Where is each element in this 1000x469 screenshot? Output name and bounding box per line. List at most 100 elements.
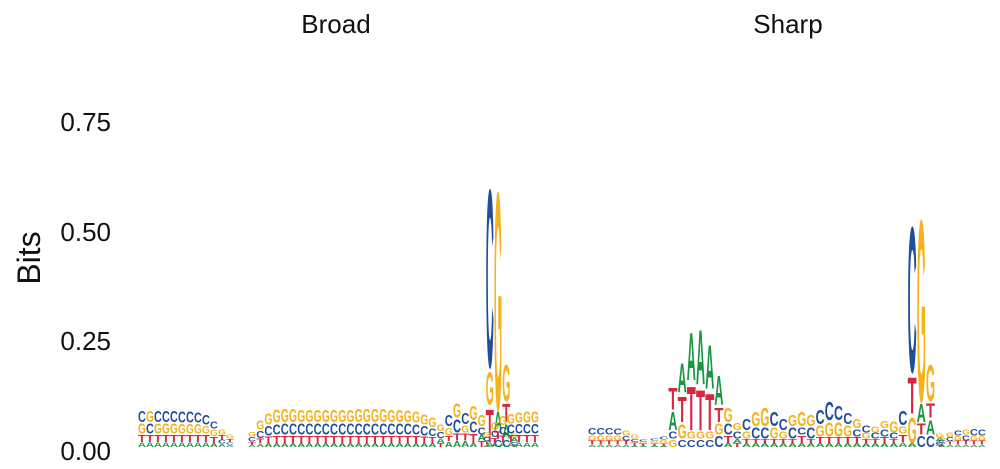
- logo-letter-c: C: [499, 425, 507, 437]
- logo-letter-c: C: [751, 424, 760, 442]
- logo-letter-c: C: [297, 421, 305, 438]
- logo-letter-c: C: [806, 424, 815, 442]
- y-tick-label: 0.25: [60, 326, 111, 356]
- logo-letter-c: C: [622, 435, 631, 442]
- logo-letter-c: C: [330, 421, 338, 438]
- logo-letter-g: G: [218, 428, 226, 436]
- logo-letter-a: A: [428, 442, 437, 448]
- logo-letter-c: C: [687, 439, 696, 450]
- logo-letter-a: A: [404, 442, 413, 448]
- logo-letter-g: G: [507, 411, 515, 427]
- logo-letter-t: T: [186, 433, 194, 445]
- logo-letter-g: G: [396, 406, 404, 425]
- logo-letter-g: G: [962, 428, 970, 436]
- logo-letter-a: A: [970, 444, 978, 448]
- logo-letter-c: C: [453, 417, 461, 438]
- logo-letter-c: C: [871, 433, 881, 441]
- logo-letter-c: C: [346, 421, 354, 438]
- logo-letter-t: T: [687, 374, 696, 444]
- logo-letter-t: T: [935, 445, 945, 448]
- logo-letter-g: G: [523, 408, 531, 426]
- logo-letter-t: T: [170, 433, 178, 445]
- logo-letter-t: T: [938, 443, 946, 446]
- logo-letter-g: G: [898, 425, 907, 436]
- logo-letter-g: G: [138, 421, 146, 437]
- logo-letter-a: A: [631, 445, 639, 447]
- logo-letter-t: T: [346, 433, 355, 445]
- logo-letter-a: A: [256, 443, 264, 448]
- logo-letter-t: T: [478, 441, 487, 450]
- logo-letter-g: G: [862, 432, 871, 441]
- logo-letter-c: C: [898, 406, 907, 430]
- logo-letter-g: G: [264, 410, 272, 428]
- logo-letter-g: G: [469, 402, 477, 425]
- logo-letter-g: G: [226, 434, 234, 440]
- logo-letter-t: T: [659, 443, 669, 447]
- logo-letter-a: A: [138, 441, 147, 448]
- logo-letter-g: G: [724, 403, 733, 426]
- logo-letter-c: C: [194, 409, 202, 426]
- logo-letter-a: A: [170, 441, 179, 448]
- logo-letter-c: C: [226, 442, 234, 446]
- logo-letter-g: G: [486, 363, 494, 415]
- logo-letter-a: A: [281, 442, 290, 448]
- logo-letter-a: A: [218, 443, 226, 448]
- logo-letter-t: T: [788, 439, 797, 445]
- logo-letter-t: T: [523, 433, 531, 445]
- logo-letter-g: G: [453, 400, 461, 423]
- logo-letter-t: T: [678, 389, 687, 430]
- logo-letter-c: C: [445, 412, 453, 429]
- logo-letter-a: A: [843, 443, 852, 449]
- logo-letter-a: A: [639, 446, 647, 448]
- logo-letter-t: T: [379, 433, 388, 445]
- logo-letter-a: A: [687, 320, 696, 395]
- logo-letter-a: A: [154, 441, 163, 448]
- logo-letter-a: A: [742, 443, 751, 449]
- logo-letter-c: C: [946, 436, 954, 442]
- logo-letter-t: T: [724, 433, 733, 445]
- logo-letter-g: G: [696, 430, 705, 441]
- logo-letter-a: A: [483, 444, 491, 448]
- logo-letter-c: C: [314, 421, 322, 438]
- logo-letters: ATGCATCGATGCATGCATGCATGCATGCATGCATGCATGC…: [138, 127, 986, 469]
- logo-letter-g: G: [322, 406, 330, 425]
- logo-letter-c: C: [363, 421, 371, 438]
- logo-letter-a: A: [186, 441, 195, 448]
- logo-letter-c: C: [322, 421, 330, 438]
- logo-letter-c: C: [852, 428, 861, 439]
- logo-letter-g: G: [491, 421, 499, 432]
- logo-letter-a: A: [733, 438, 742, 444]
- logo-letter-a: A: [668, 409, 677, 437]
- logo-letter-c: C: [724, 420, 733, 438]
- logo-letter-c: C: [926, 433, 935, 451]
- logo-letter-a: A: [938, 445, 946, 447]
- logo-letter-a: A: [248, 445, 256, 448]
- logo-letter-a: A: [917, 400, 926, 428]
- logo-letter-g: G: [770, 425, 779, 442]
- logo-letter-c: C: [273, 421, 281, 438]
- logo-letter-c: C: [978, 428, 986, 437]
- logo-letter-t: T: [733, 443, 742, 449]
- logo-letter-t: T: [412, 433, 421, 445]
- logo-letter-g: G: [420, 412, 428, 428]
- logo-letter-c: C: [437, 431, 445, 440]
- logo-letter-g: G: [346, 407, 354, 427]
- logo-letter-g: G: [733, 422, 742, 433]
- logo-letter-g: G: [162, 421, 170, 437]
- logo-letter-c: C: [170, 408, 178, 425]
- logo-letter-c: C: [668, 430, 677, 441]
- logo-letter-g: G: [779, 430, 788, 441]
- logo-letter-c: C: [614, 428, 622, 437]
- logo-letter-a: A: [346, 442, 355, 448]
- logo-letter-g: G: [483, 431, 491, 438]
- logo-letter-t: T: [194, 433, 202, 445]
- logo-letter-t: T: [218, 435, 227, 442]
- logo-letter-t: T: [908, 367, 917, 425]
- logo-letter-a: A: [659, 445, 669, 447]
- logo-letter-t: T: [256, 437, 265, 445]
- logo-letter-g: G: [510, 433, 518, 439]
- logo-letter-t: T: [779, 439, 788, 445]
- logo-letter-t: T: [770, 439, 779, 445]
- logo-letter-a: A: [387, 442, 396, 448]
- logo-letter-t: T: [305, 433, 314, 445]
